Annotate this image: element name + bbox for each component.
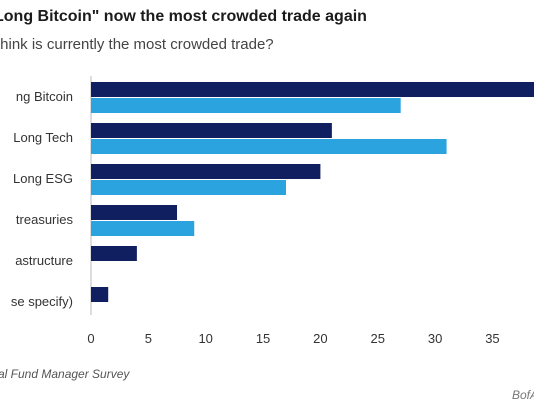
x-tick-label: 20 — [313, 331, 327, 346]
category-label: Long ESG — [13, 171, 73, 186]
bar-dark-3 — [91, 205, 178, 220]
source-note: al Fund Manager Survey — [0, 367, 130, 381]
credit-note: BofA — [512, 388, 534, 402]
bar-light-3 — [91, 221, 195, 236]
bar-dark-2 — [91, 164, 321, 179]
category-label: Long Tech — [13, 130, 73, 145]
category-label: astructure — [15, 253, 73, 268]
chart-title: Long Bitcoin" now the most crowded trade… — [0, 8, 367, 25]
x-tick-label: 0 — [87, 331, 94, 346]
bar-light-0 — [91, 98, 401, 113]
x-tick-label: 30 — [428, 331, 442, 346]
x-tick-label: 10 — [198, 331, 212, 346]
bar-dark-0 — [91, 82, 534, 97]
x-tick-label: 25 — [371, 331, 385, 346]
category-label: se specify) — [11, 294, 73, 309]
x-tick-label: 15 — [256, 331, 270, 346]
category-label: treasuries — [16, 212, 74, 227]
bar-dark-4 — [91, 246, 137, 261]
x-tick-label: 5 — [145, 331, 152, 346]
bar-dark-1 — [91, 123, 332, 138]
category-label: ng Bitcoin — [16, 89, 73, 104]
bar-light-1 — [91, 139, 447, 154]
bar-dark-5 — [91, 287, 109, 302]
bar-light-2 — [91, 180, 286, 195]
x-tick-label: 35 — [485, 331, 499, 346]
chart-subtitle: think is currently the most crowded trad… — [0, 36, 274, 53]
